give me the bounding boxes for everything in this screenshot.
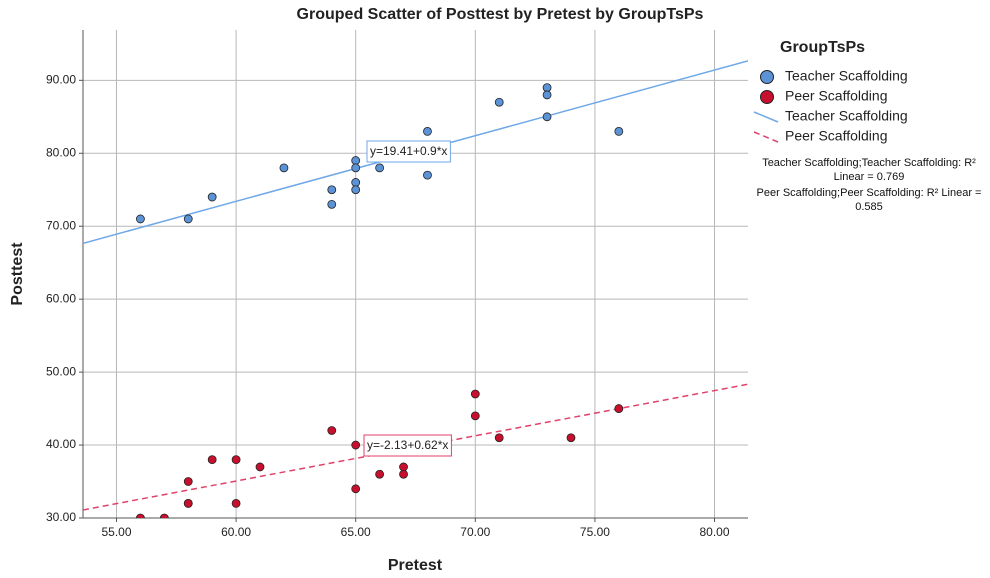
page: Grouped Scatter of Posttest by Pretest b… — [0, 0, 990, 578]
point — [471, 390, 479, 398]
y-tick-label: 50.00 — [46, 364, 76, 378]
legend-title: GroupTsPs — [780, 39, 865, 56]
point — [352, 178, 360, 186]
point — [328, 186, 336, 194]
x-tick-label: 80.00 — [699, 525, 729, 539]
point — [352, 157, 360, 165]
x-tick-label: 75.00 — [580, 525, 610, 539]
point — [208, 456, 216, 464]
point — [208, 193, 216, 201]
point — [352, 441, 360, 449]
point — [400, 463, 408, 471]
point — [423, 127, 431, 135]
x-tick-label: 70.00 — [460, 525, 490, 539]
y-axis-title: Posttest — [9, 242, 26, 306]
point — [328, 426, 336, 434]
legend-label: Teacher Scaffolding — [785, 68, 908, 84]
point — [567, 434, 575, 442]
legend-line — [754, 112, 778, 122]
y-tick-label: 80.00 — [46, 145, 76, 159]
point — [280, 164, 288, 172]
legend-line — [754, 132, 778, 142]
r2-annotation: Teacher Scaffolding;Teacher Scaffolding:… — [748, 156, 990, 184]
r2-annotation: Peer Scaffolding;Peer Scaffolding: R² Li… — [748, 186, 990, 214]
point — [328, 200, 336, 208]
legend-marker — [761, 71, 774, 84]
legend-marker — [761, 91, 774, 104]
chart-title: Grouped Scatter of Posttest by Pretest b… — [297, 6, 704, 23]
x-tick-label: 65.00 — [341, 525, 371, 539]
fit-label: y=19.41+0.9*x — [367, 141, 450, 162]
fit-label-text: y=-2.13+0.62*x — [367, 438, 448, 452]
point — [352, 164, 360, 172]
fit-label-text: y=19.41+0.9*x — [370, 144, 447, 158]
x-tick-label: 55.00 — [101, 525, 131, 539]
y-tick-label: 70.00 — [46, 218, 76, 232]
point — [136, 514, 144, 522]
point — [615, 405, 623, 413]
point — [543, 84, 551, 92]
point — [400, 470, 408, 478]
y-tick-label: 40.00 — [46, 437, 76, 451]
point — [495, 434, 503, 442]
point — [232, 499, 240, 507]
point — [471, 412, 479, 420]
point — [184, 215, 192, 223]
point — [423, 171, 431, 179]
fit-label: y=-2.13+0.62*x — [364, 435, 451, 456]
point — [352, 186, 360, 194]
point — [184, 478, 192, 486]
point — [543, 91, 551, 99]
y-tick-label: 60.00 — [46, 291, 76, 305]
point — [352, 485, 360, 493]
point — [136, 215, 144, 223]
legend-label: Teacher Scaffolding — [785, 108, 908, 124]
point — [376, 470, 384, 478]
chart: Grouped Scatter of Posttest by Pretest b… — [0, 0, 990, 578]
point — [495, 98, 503, 106]
point — [160, 514, 168, 522]
legend-label: Peer Scaffolding — [785, 88, 887, 104]
y-tick-label: 30.00 — [46, 510, 76, 524]
x-tick-label: 60.00 — [221, 525, 251, 539]
point — [184, 499, 192, 507]
point — [615, 127, 623, 135]
y-tick-label: 90.00 — [46, 73, 76, 87]
legend-label: Peer Scaffolding — [785, 128, 887, 144]
point — [232, 456, 240, 464]
x-axis-title: Pretest — [388, 557, 443, 574]
point — [256, 463, 264, 471]
point — [543, 113, 551, 121]
point — [376, 164, 384, 172]
